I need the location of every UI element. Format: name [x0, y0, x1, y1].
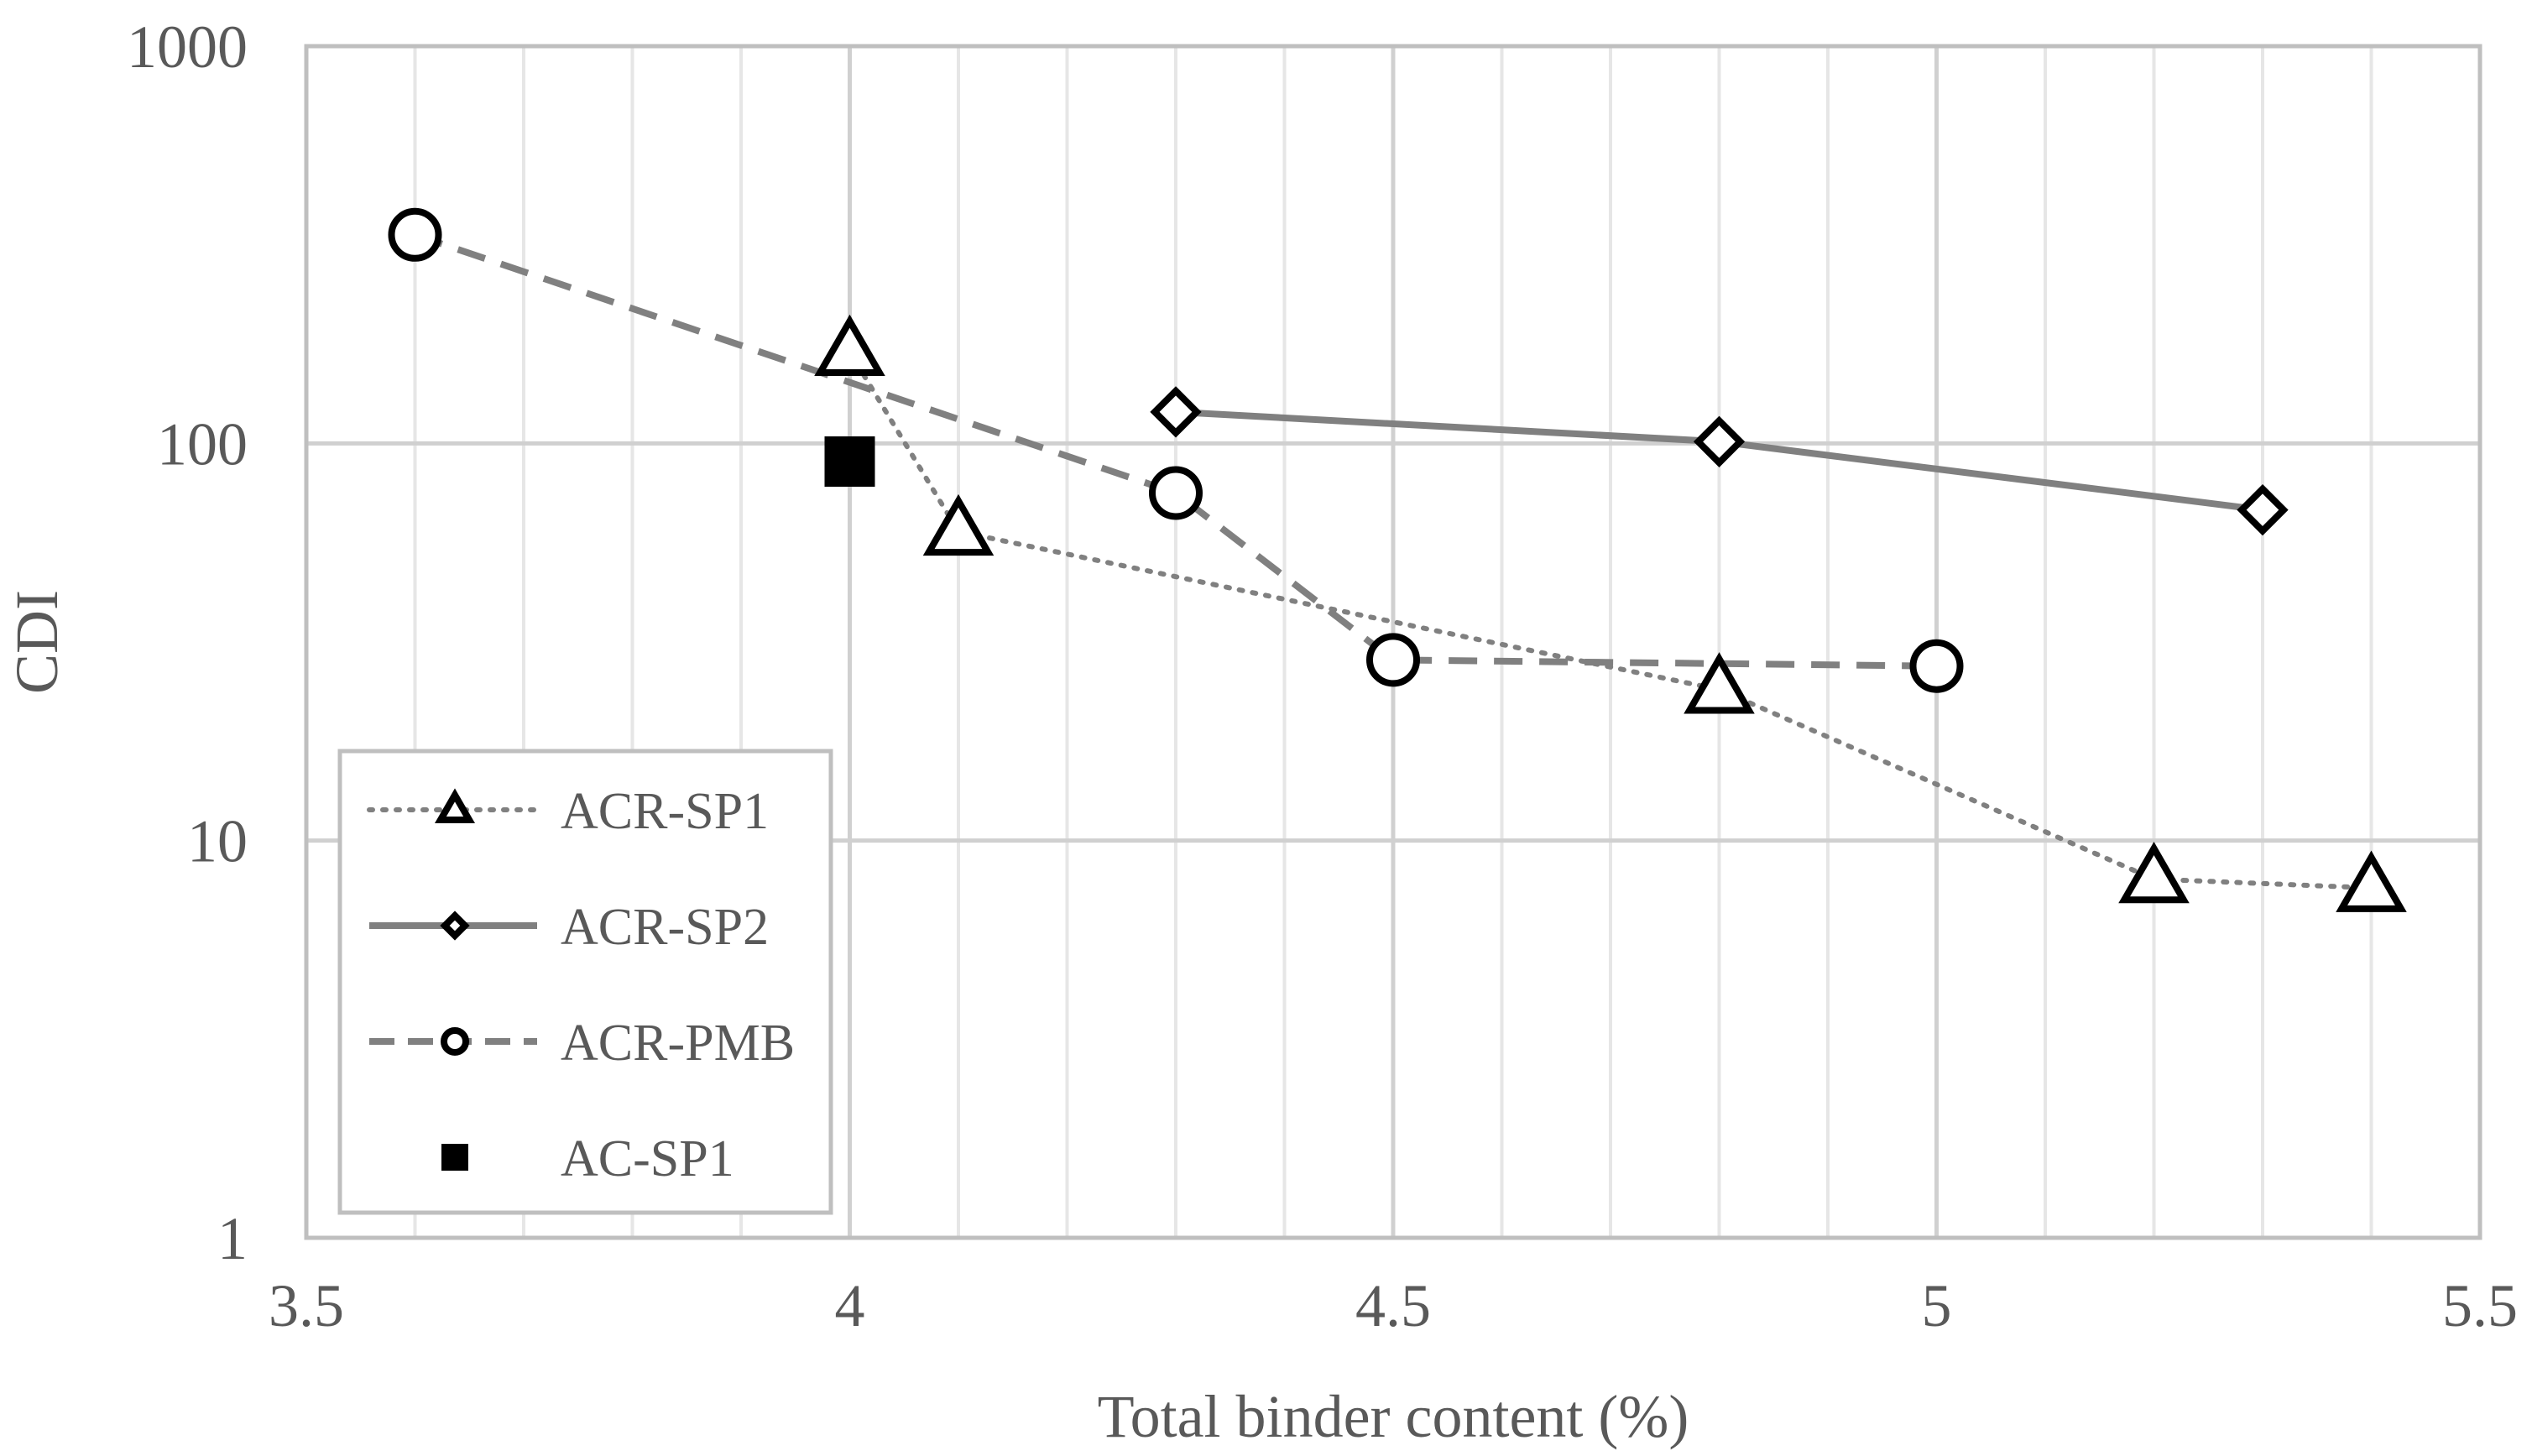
- data-point-acr-sp1: [814, 314, 885, 376]
- data-point-acr-sp1: [2118, 842, 2190, 904]
- legend-item-acr-sp1: ACR-SP1: [367, 783, 769, 840]
- legend-marker-acr-sp2: [440, 911, 470, 941]
- legend-item-ac-sp1: AC-SP1: [441, 1130, 734, 1187]
- data-point-acr-sp2: [1150, 386, 1202, 438]
- data-point-acr-pmb: [1909, 639, 1964, 693]
- data-point-acr-pmb: [388, 207, 442, 262]
- x-tick-label: 5.5: [2442, 1272, 2518, 1339]
- data-point-acr-sp1: [1684, 652, 1755, 714]
- series-markers: [388, 207, 2407, 912]
- legend-label: ACR-SP2: [561, 899, 769, 956]
- legend-marker-acr-pmb: [441, 1027, 469, 1056]
- data-point-ac-sp1: [824, 436, 875, 487]
- data-point-acr-sp2: [1693, 415, 1746, 467]
- data-point-acr-pmb: [1366, 633, 1420, 687]
- data-point-acr-sp2: [2237, 483, 2289, 536]
- series-line-acr-sp1: [847, 349, 2374, 891]
- y-tick-label: 1000: [127, 13, 248, 81]
- y-tick-label: 100: [157, 410, 248, 478]
- legend-label: ACR-PMB: [561, 1015, 795, 1072]
- legend-label: AC-SP1: [561, 1130, 734, 1187]
- tick-labels: 3.5 4 4.5 5 5.5 1 10 100 1000: [127, 13, 2518, 1339]
- x-tick-label: 4: [835, 1272, 865, 1339]
- legend-item-acr-sp2: ACR-SP2: [369, 899, 769, 956]
- x-tick-label: 4.5: [1355, 1272, 1431, 1339]
- y-tick-label: 10: [187, 808, 248, 875]
- data-point-acr-pmb: [1149, 466, 1203, 520]
- legend: ACR-SP1 ACR-SP2 ACR-PMB AC-SP1: [337, 749, 833, 1215]
- grid: [306, 46, 2480, 1238]
- legend-item-acr-pmb: ACR-PMB: [369, 1015, 795, 1072]
- legend-marker-acr-sp1: [434, 788, 476, 823]
- x-tick-label: 5: [1922, 1272, 1952, 1339]
- y-axis-title: CDI: [3, 590, 70, 694]
- x-tick-label: 3.5: [269, 1272, 344, 1339]
- legend-box: [337, 749, 833, 1215]
- legend-label: ACR-SP1: [561, 783, 769, 840]
- plot-area-border: [304, 44, 2482, 1240]
- y-tick-label: 1: [217, 1205, 248, 1272]
- data-point-acr-sp1: [2336, 850, 2407, 912]
- legend-marker-ac-sp1: [441, 1144, 468, 1171]
- x-axis-title: Total binder content (%): [1098, 1383, 1689, 1450]
- data-point-acr-sp1: [922, 493, 995, 556]
